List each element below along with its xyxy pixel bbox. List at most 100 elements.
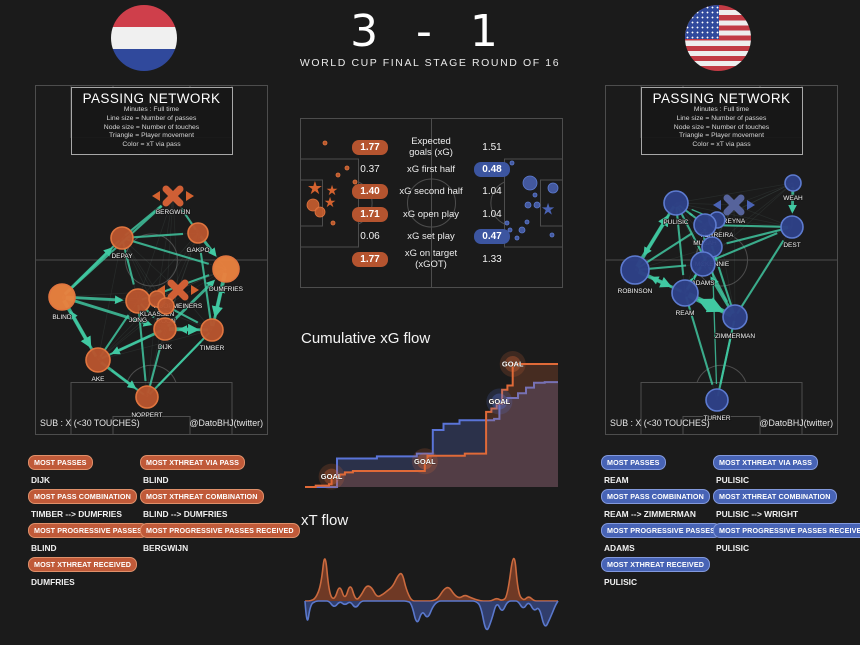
goal-marker: GOAL <box>486 388 513 415</box>
player-node <box>110 226 134 250</box>
shot-dot <box>518 226 526 234</box>
away-legend-title: PASSING NETWORK <box>652 91 791 106</box>
home-stat-value: 0.37 <box>360 164 380 176</box>
legend-line: Triangle = Player movement <box>109 132 194 140</box>
award-badge: MOST PASSES <box>601 455 666 470</box>
player-node <box>153 317 177 341</box>
player-node <box>693 213 717 237</box>
netherlands-flag-icon <box>111 5 177 71</box>
award-item: MOST PROGRESSIVE PASSES BLIND <box>28 520 149 554</box>
award-item: MOST XTHREAT RECEIVED PULISIC <box>601 554 713 588</box>
pass-edge <box>64 205 163 296</box>
legend-line: Color = xT via pass <box>122 141 181 149</box>
away-awards-list: MOST PASSES REAM MOST XTHREAT VIA PASS PULI… <box>601 452 860 588</box>
stat-highlight: 0.48 <box>474 162 510 178</box>
shot-map-chart: ★ ★★ ★ <box>300 118 563 288</box>
pass-edge <box>736 239 785 315</box>
away-passing-network-chart: WEAHPULISICREYNAFERREIRAMUSAHDESTMCKENNI… <box>605 85 838 435</box>
award-badge: MOST XTHREAT COMBINATION <box>713 489 837 504</box>
award-value: DUMFRIES <box>31 577 75 587</box>
stat-row: 1.77 Expected goals (xG) 1.51 <box>341 136 521 158</box>
away-legend-box: PASSING NETWORK Minutes : Full time Line … <box>640 87 803 156</box>
away-credit: @DatoBHJ(twitter) <box>759 418 833 428</box>
xt-line <box>304 600 559 631</box>
shot-dot <box>504 220 510 226</box>
stat-label: xG set play <box>407 231 455 243</box>
stat-label: Expected goals (xG) <box>409 136 453 159</box>
legend-line: Triangle = Player movement <box>679 132 764 140</box>
player-label: WEAH <box>783 195 803 202</box>
home-credit: @DatoBHJ(twitter) <box>189 418 263 428</box>
home-stat-value: 1.40 <box>341 184 399 200</box>
player-label: KLAASSEN <box>140 311 175 318</box>
player-label: AKE <box>91 376 105 383</box>
home-passing-network-chart: BERGWIJN DEPAY GAKPO DUMFRIES BLIND KOOPMEINE… <box>35 85 268 435</box>
sub-right-triangle-icon <box>747 200 755 210</box>
player-label: NOPPERT <box>131 412 162 419</box>
stat-highlight: 0.47 <box>474 229 510 245</box>
player-label: JONG <box>129 317 147 324</box>
shot-dot <box>314 206 326 218</box>
stat-highlight: 1.71 <box>352 206 388 222</box>
sub-left-triangle-icon <box>152 191 160 201</box>
player-node <box>200 318 224 342</box>
goal-star-icon: ★ <box>324 194 337 210</box>
shot-dot <box>322 140 328 146</box>
award-item: MOST XTHREAT COMBINATION BLIND --> DUMFRI… <box>140 486 300 520</box>
usa-flag-icon <box>685 5 751 71</box>
pass-edge <box>125 232 184 239</box>
player-label: DUMFRIES <box>209 286 244 293</box>
legend-line: Line size = Number of passes <box>106 114 197 122</box>
player-label: DEST <box>783 242 800 249</box>
award-value: PULISIC <box>716 475 750 485</box>
usa-flag-canton <box>685 5 719 39</box>
player-node <box>690 251 716 277</box>
xt-line <box>305 557 558 602</box>
player-label: REYNA <box>723 218 746 225</box>
shots-group: ★ <box>504 160 559 241</box>
pass-edge <box>65 296 153 327</box>
goal-star-icon: ★ <box>326 182 339 198</box>
player-node <box>48 283 76 311</box>
home-panel-footer: SUB : X (<30 TOUCHES) @DatoBHJ(twitter) <box>40 418 263 428</box>
player-label: TIMBER <box>200 345 225 352</box>
award-badge: MOST PASS COMBINATION <box>28 489 137 504</box>
stat-row: 1.40 xG second half 1.04 <box>341 181 521 203</box>
award-value: PULISIC <box>716 543 750 553</box>
shot-dot <box>507 227 513 233</box>
award-badge: MOST PROGRESSIVE PASSES RECEIVED <box>713 523 860 538</box>
sub-left-triangle-icon <box>157 285 165 295</box>
pass-edge <box>706 232 778 264</box>
award-badge: MOST XTHREAT VIA PASS <box>713 455 819 470</box>
player-node <box>125 288 151 314</box>
pass-edge <box>685 296 714 385</box>
stat-highlight: 1.40 <box>352 184 388 200</box>
legend-line: Node size = Number of touches <box>103 123 200 131</box>
shot-dot <box>335 172 341 178</box>
pass-edge <box>157 332 210 387</box>
player-node <box>135 385 159 409</box>
legend-line: Color = xT via pass <box>692 141 751 149</box>
cum-xg-line <box>305 363 558 488</box>
legend-line: Minutes : Full time <box>693 106 750 113</box>
sub-right-triangle-icon <box>186 191 194 201</box>
award-value: BLIND <box>143 475 169 485</box>
award-value: REAM --> ZIMMERMAN <box>604 509 696 519</box>
player-node <box>85 347 111 373</box>
shot-dot <box>330 220 336 226</box>
award-item: MOST PASS COMBINATION TIMBER --> DUMFRIES <box>28 486 140 520</box>
shot-dot <box>524 219 530 225</box>
shot-dot <box>524 201 532 209</box>
stat-label: xG on target (xGOT) <box>404 248 458 271</box>
pass-edge <box>711 250 718 385</box>
award-item: MOST XTHREAT COMBINATION PULISIC --> WRIG… <box>713 486 860 520</box>
player-label: DIJK <box>158 344 173 351</box>
xt-flow-chart <box>304 557 559 631</box>
pass-edges <box>635 186 797 397</box>
legend-line: Line size = Number of passes <box>676 114 767 122</box>
xt-flow-title: xT flow <box>301 512 349 529</box>
pass-edge <box>716 333 733 397</box>
away-panel-footer: SUB : X (<30 TOUCHES) @DatoBHJ(twitter) <box>610 418 833 428</box>
away-sub-note: SUB : X (<30 TOUCHES) <box>610 418 710 428</box>
goal-marker: GOAL <box>411 448 438 475</box>
